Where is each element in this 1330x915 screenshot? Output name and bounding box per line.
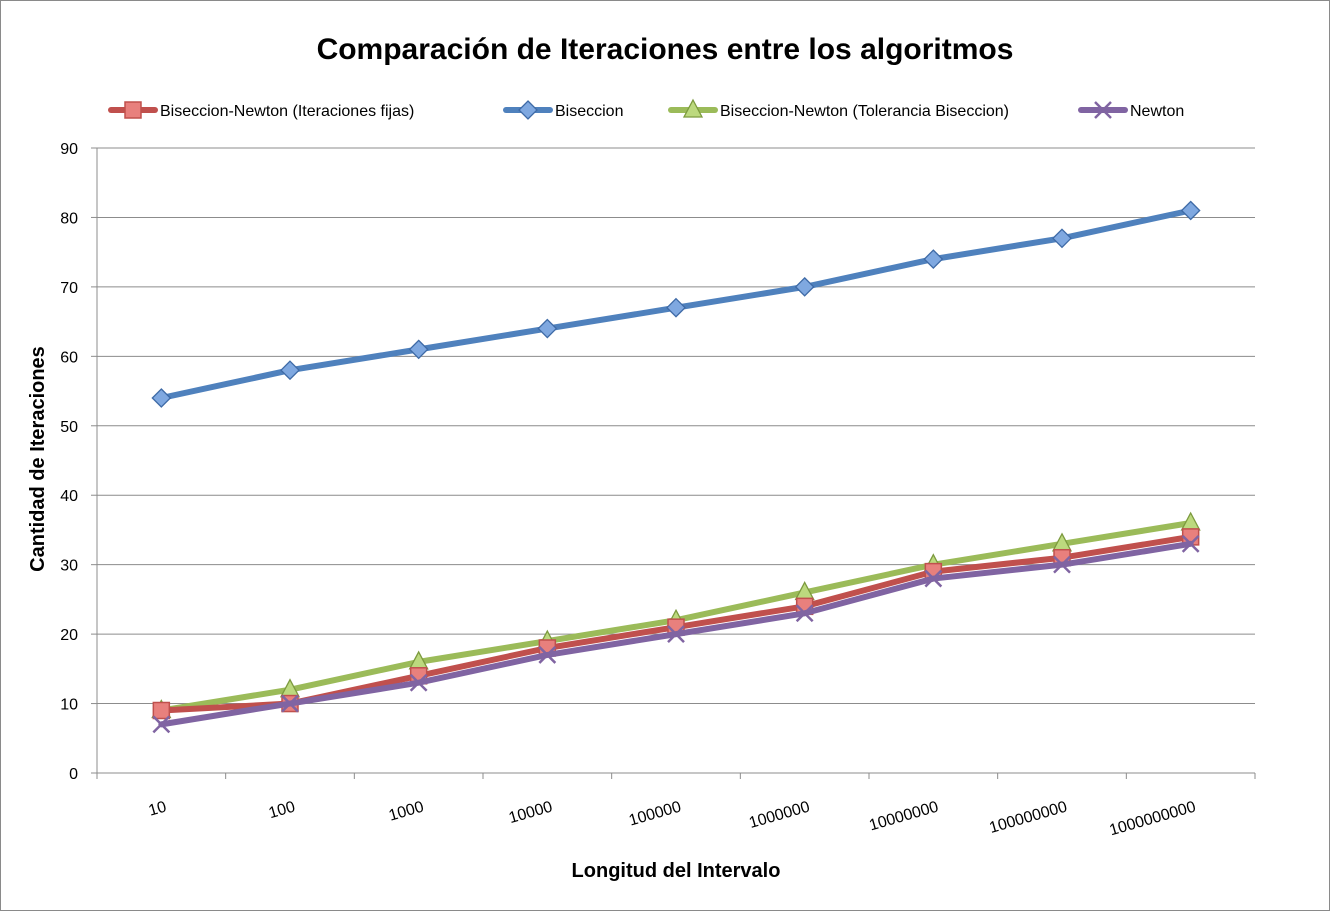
x-tick-label: 1000	[387, 798, 426, 824]
y-tick-label: 0	[69, 766, 78, 783]
legend-item: Biseccion	[503, 100, 623, 120]
legend-label: Biseccion	[555, 103, 623, 120]
y-tick-label: 50	[60, 419, 78, 436]
legend-label: Biseccion-Newton (Iteraciones fijas)	[160, 103, 414, 120]
data-point	[152, 715, 171, 734]
legend-marker	[1094, 101, 1112, 119]
axes	[96, 148, 1256, 779]
data-point	[152, 701, 171, 720]
data-point	[794, 276, 815, 297]
data-point	[666, 297, 686, 318]
data-point	[281, 694, 299, 713]
y-tick-label: 70	[60, 280, 78, 297]
data-point	[1052, 228, 1072, 249]
series-biseccion-newton-iteraciones-fijas-	[152, 528, 1200, 720]
series-biseccion	[151, 200, 1201, 408]
x-tick-label: 1000000000	[1108, 798, 1198, 839]
series-biseccion-newton-tolerancia-biseccion-	[151, 511, 1201, 719]
x-tick-label: 100000000	[987, 798, 1069, 836]
y-tick-label: 10	[60, 697, 78, 714]
x-tick-label: 10000	[507, 798, 555, 827]
legend-marker	[682, 98, 704, 118]
data-point	[538, 646, 557, 664]
y-tick-label: 90	[60, 141, 78, 158]
data-point	[537, 318, 558, 339]
x-tick-label: 100000	[627, 798, 683, 829]
x-tick-label: 10	[147, 798, 169, 819]
data-point	[1180, 200, 1201, 221]
data-point	[408, 339, 429, 360]
x-tick-labels: 10 100 1000 10000 100000 1000000 10000000 10000…	[147, 798, 1198, 839]
legend-label: Biseccion-Newton (Tolerancia Biseccion)	[720, 103, 1009, 120]
data-point	[151, 388, 172, 408]
data-point	[795, 604, 814, 623]
legend-label: Newton	[1130, 103, 1184, 120]
x-tick-label: 10000000	[867, 798, 940, 834]
x-tick-label: 100	[267, 798, 297, 822]
y-tick-label: 20	[60, 627, 78, 644]
gridlines	[91, 147, 1255, 774]
data-point	[409, 673, 428, 692]
y-tick-labels: 0 10 20 30 40 50 60 70 80 90	[60, 141, 78, 783]
series-newton	[152, 534, 1200, 734]
y-tick-label: 80	[60, 210, 78, 227]
legend-item: Biseccion-Newton (Iteraciones fijas)	[108, 101, 414, 120]
legend-item: Biseccion-Newton (Tolerancia Biseccion)	[668, 98, 1009, 120]
series-group	[151, 200, 1201, 734]
y-axis-title: Cantidad de Iteraciones	[27, 346, 49, 572]
data-point	[667, 625, 685, 643]
chart-title: Comparación de Iteraciones entre los alg…	[317, 33, 1014, 66]
legend-marker	[124, 101, 142, 119]
data-point	[280, 360, 300, 381]
x-tick-label: 1000000	[747, 798, 812, 832]
y-tick-label: 30	[60, 558, 78, 575]
legend-marker	[518, 100, 538, 120]
x-axis-title: Longitud del Intervalo	[572, 860, 781, 882]
legend: Biseccion-Newton (Iteraciones fijas) Bise…	[108, 98, 1184, 120]
y-tick-label: 40	[60, 488, 78, 505]
data-point	[1053, 555, 1071, 574]
data-point	[924, 569, 943, 588]
data-point	[1181, 534, 1200, 553]
y-tick-label: 60	[60, 349, 78, 366]
data-point	[923, 249, 944, 270]
legend-item: Newton	[1078, 101, 1184, 120]
